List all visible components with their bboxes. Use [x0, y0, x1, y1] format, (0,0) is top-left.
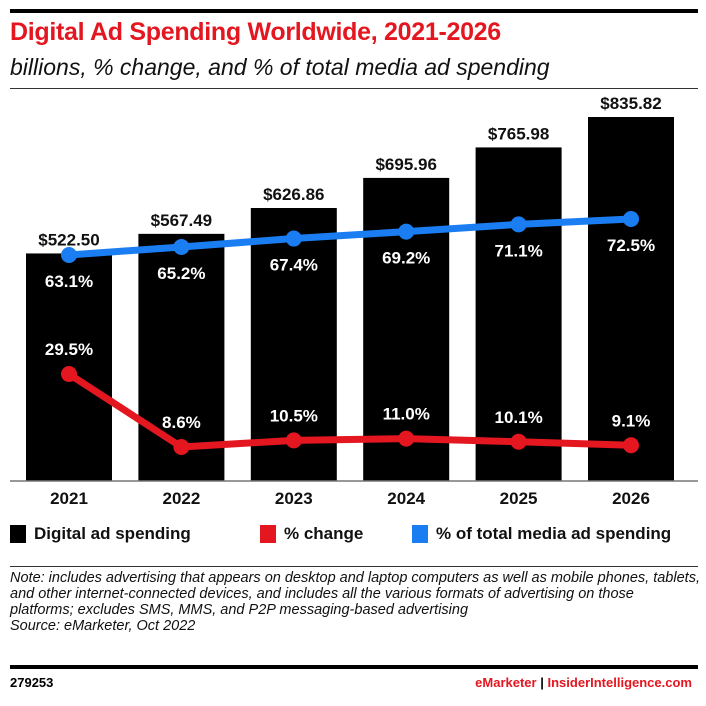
pct-total-label: 72.5%	[607, 236, 655, 255]
legend-swatch-black	[10, 525, 26, 543]
pct-change-label: 10.1%	[494, 408, 542, 427]
source-text: Source: eMarketer, Oct 2022	[10, 618, 196, 634]
pct-total-line	[68, 215, 632, 259]
pct-total-point	[510, 216, 527, 233]
legend: Digital ad spending % change % of total …	[10, 524, 671, 544]
pct-total-point	[398, 223, 415, 240]
pct-change-label: 10.5%	[270, 406, 318, 425]
pct-total-point	[173, 238, 190, 255]
pct-total-label: 63.1%	[45, 272, 93, 291]
legend-label: % of total media ad spending	[436, 524, 672, 543]
pct-total-point	[623, 210, 639, 227]
brand-emarketer: eMarketer	[475, 675, 537, 690]
bar-value-label: $626.86	[263, 185, 324, 204]
legend-item-percent-change: % change	[260, 524, 412, 544]
brand-separator: |	[540, 675, 544, 690]
legend-swatch-red	[260, 525, 276, 543]
bar-value-label: $567.49	[151, 211, 212, 230]
x-tick-label: 2025	[500, 489, 538, 508]
note-block: Note: includes advertising that appears …	[10, 570, 700, 634]
pct-change-point	[173, 439, 190, 455]
bar-2025	[475, 147, 562, 481]
bar-value-label: $522.50	[38, 230, 99, 249]
chart-plot: $522.50 2021 $567.49 2022 $626.86 2023 $695.96…	[10, 94, 698, 508]
chart-subtitle: billions, % change, and % of total media…	[10, 54, 550, 80]
top-rule	[10, 9, 698, 13]
header-divider	[10, 88, 698, 89]
pct-total-point	[285, 230, 302, 247]
footer-rule	[10, 665, 698, 669]
x-tick-label: 2024	[387, 489, 425, 508]
x-tick-label: 2023	[275, 489, 313, 508]
pct-change-line	[67, 371, 632, 451]
bar-2026	[588, 117, 674, 481]
note-text: Note: includes advertising that appears …	[10, 570, 700, 618]
pct-total-label: 67.4%	[270, 256, 318, 275]
chart-title: Digital Ad Spending Worldwide, 2021-2026	[10, 18, 501, 46]
pct-total-label: 69.2%	[382, 249, 430, 268]
x-tick-label: 2022	[162, 489, 200, 508]
brand: eMarketer | InsiderIntelligence.com	[475, 675, 692, 690]
pct-change-point	[510, 433, 527, 450]
legend-swatch-blue	[412, 525, 428, 543]
pct-change-label: 9.1%	[612, 411, 651, 430]
legend-label: % change	[284, 524, 364, 543]
pct-change-point	[623, 437, 639, 454]
legend-label: Digital ad spending	[34, 524, 191, 543]
x-tick-label: 2026	[612, 489, 650, 508]
note-divider	[10, 566, 698, 567]
pct-total-label: 65.2%	[157, 264, 205, 283]
pct-total-point	[61, 247, 77, 263]
pct-change-point	[398, 430, 415, 447]
bar-value-label: $835.82	[600, 94, 661, 113]
bar-value-label: $695.96	[375, 155, 436, 174]
legend-item-percent-total: % of total media ad spending	[412, 524, 671, 544]
pct-change-label: 8.6%	[162, 413, 201, 432]
bar-value-label: $765.98	[488, 124, 549, 143]
pct-change-point	[285, 432, 302, 449]
pct-total-label: 71.1%	[494, 241, 542, 260]
brand-site[interactable]: InsiderIntelligence.com	[547, 675, 693, 690]
pct-change-label: 29.5%	[45, 340, 93, 359]
pct-change-label: 11.0%	[383, 405, 430, 424]
legend-item-digital-ad-spending: Digital ad spending	[10, 524, 260, 544]
chart-id: 279253	[10, 675, 54, 690]
x-tick-label: 2021	[50, 489, 88, 508]
pct-change-point	[61, 366, 77, 383]
